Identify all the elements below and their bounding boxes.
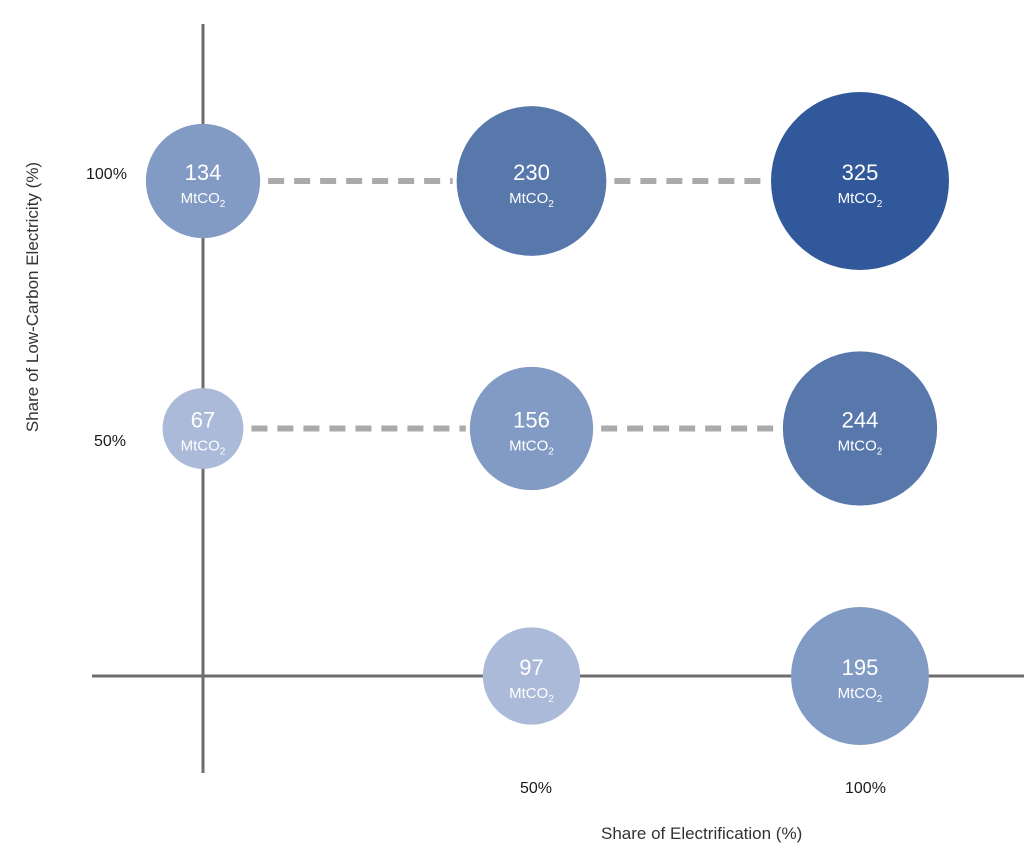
bubble-circle xyxy=(456,106,607,256)
bubble-value-label: 195 xyxy=(842,655,879,680)
bubble-unit-label: MtCO2 xyxy=(509,685,554,705)
x-axis-title: Share of Electrification (%) xyxy=(601,824,803,843)
bubble-circle xyxy=(469,366,594,491)
bubble-value-label: 230 xyxy=(513,160,550,185)
bubble-point: 244 MtCO2 xyxy=(782,351,938,506)
bubble-unit-label: MtCO2 xyxy=(838,190,883,210)
bubble-value-label: 244 xyxy=(842,408,879,433)
bubble-circle xyxy=(162,388,244,469)
bubble-unit-label: MtCO2 xyxy=(181,190,226,210)
bubble-unit-label: MtCO2 xyxy=(509,438,554,458)
bubble-value-label: 156 xyxy=(513,408,550,433)
bubble-circle xyxy=(782,351,938,506)
bubble-point: 156 MtCO2 xyxy=(469,366,594,491)
bubble-circle xyxy=(145,123,261,239)
bubble-point: 134 MtCO2 xyxy=(145,123,261,239)
bubble-unit-label: MtCO2 xyxy=(838,685,883,705)
bubble-point: 97 MtCO2 xyxy=(482,627,581,725)
bubble-value-label: 97 xyxy=(519,655,543,680)
bubble-unit-label: MtCO2 xyxy=(181,438,226,458)
bubble-circle xyxy=(482,627,581,725)
x-tick-label-50: 50% xyxy=(520,780,553,797)
bubble-unit-label: MtCO2 xyxy=(838,438,883,458)
y-axis-title: Share of Low-Carbon Electricity (%) xyxy=(23,161,42,433)
bubble-circle xyxy=(791,607,929,745)
bubble-value-label: 325 xyxy=(842,160,879,185)
bubble-point: 67 MtCO2 xyxy=(162,388,244,469)
x-tick-label-100: 100% xyxy=(845,780,886,797)
bubble-value-label: 134 xyxy=(185,160,222,185)
bubble-unit-label: MtCO2 xyxy=(509,190,554,210)
y-tick-label-100: 100% xyxy=(86,166,127,183)
bubble-point: 325 MtCO2 xyxy=(771,92,949,270)
bubble-point: 230 MtCO2 xyxy=(456,106,607,256)
y-tick-label-50: 50% xyxy=(94,433,127,450)
bubble-value-label: 67 xyxy=(191,408,215,433)
bubble-point: 195 MtCO2 xyxy=(791,607,929,745)
bubble-circle xyxy=(771,92,949,270)
